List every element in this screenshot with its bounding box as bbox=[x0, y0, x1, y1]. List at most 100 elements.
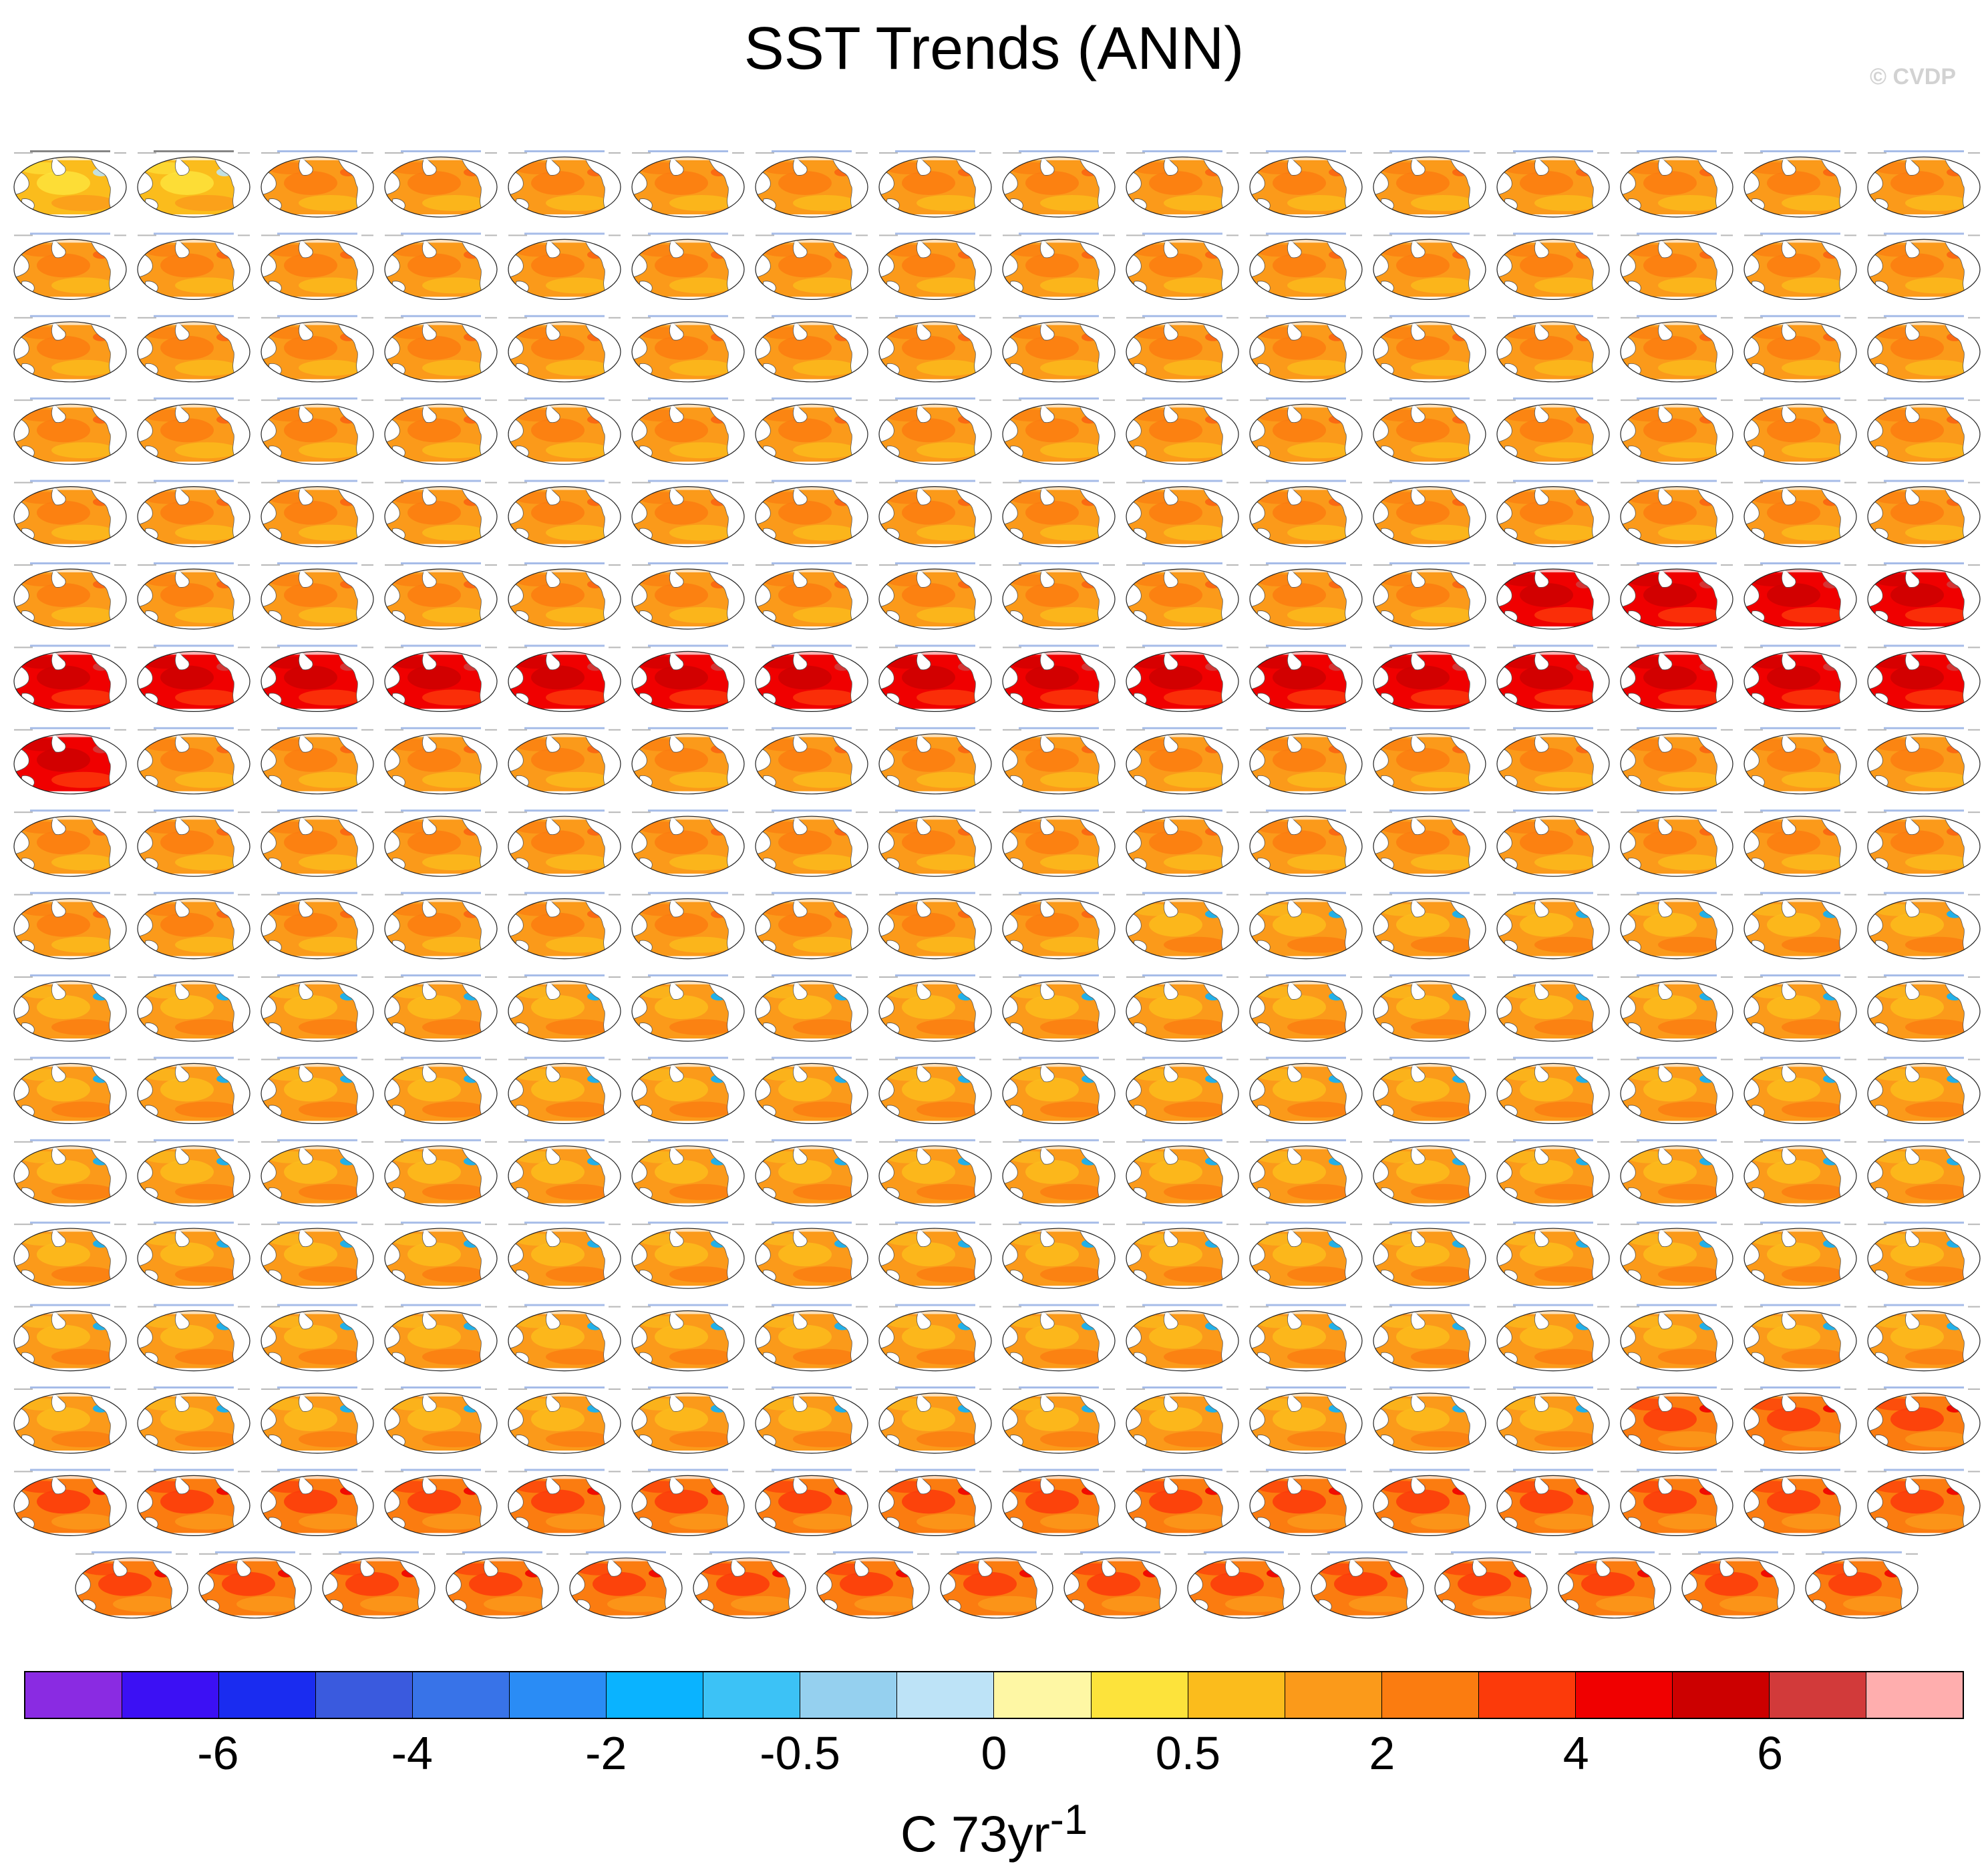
colorbar-box-18 bbox=[1769, 1672, 1866, 1718]
sst-trend-map-panel bbox=[1373, 1469, 1486, 1536]
sst-trend-map-panel bbox=[693, 1551, 806, 1619]
sst-trend-map-panel bbox=[1373, 1304, 1486, 1372]
colorbar-tick-label: -6 bbox=[197, 1727, 239, 1779]
sst-trend-map-panel bbox=[1249, 644, 1363, 713]
sst-trend-map-panel bbox=[1249, 1304, 1363, 1372]
sst-trend-map-panel bbox=[755, 232, 868, 300]
sst-trend-map-panel bbox=[261, 232, 374, 300]
sst-trend-map-panel bbox=[261, 480, 374, 548]
sst-trend-map-panel bbox=[755, 644, 868, 713]
colorbar bbox=[24, 1671, 1964, 1719]
sst-trend-map-panel bbox=[1002, 232, 1116, 300]
sst-trend-map-panel bbox=[1373, 1222, 1486, 1289]
sst-trend-map-panel bbox=[384, 1057, 498, 1125]
sst-trend-map-panel bbox=[508, 644, 621, 713]
sst-trend-map-panel bbox=[13, 644, 127, 713]
sst-trend-map-panel bbox=[631, 562, 745, 630]
colorbar-box-3 bbox=[316, 1672, 413, 1718]
sst-trend-map-panel bbox=[137, 1304, 251, 1372]
sst-trend-map-panel bbox=[508, 809, 621, 877]
sst-trend-map-panel bbox=[322, 1551, 436, 1619]
sst-trend-map-panel bbox=[878, 1386, 992, 1454]
colorbar-tick-label: -0.5 bbox=[760, 1727, 840, 1779]
sst-trend-map-panel bbox=[1002, 397, 1116, 465]
sst-trend-map-panel bbox=[508, 1469, 621, 1536]
sst-trend-map-panel bbox=[1620, 562, 1733, 630]
sst-trend-map-panel bbox=[755, 1057, 868, 1125]
sst-trend-map-panel bbox=[1187, 1551, 1301, 1619]
sst-trend-map-panel bbox=[261, 1222, 374, 1289]
sst-trend-map-panel bbox=[1126, 892, 1239, 960]
sst-trend-map-panel bbox=[1373, 562, 1486, 630]
sst-trend-map-panel bbox=[1620, 397, 1733, 465]
sst-trend-map-panel bbox=[1249, 232, 1363, 300]
sst-trend-map-panel bbox=[1744, 727, 1857, 795]
chart-title: SST Trends (ANN) bbox=[743, 15, 1245, 82]
sst-trend-map-panel bbox=[1867, 1386, 1981, 1454]
sst-trend-map-panel bbox=[508, 1304, 621, 1372]
sst-trend-map-panel bbox=[631, 974, 745, 1042]
sst-trend-map-panel bbox=[1620, 892, 1733, 960]
sst-trend-map-panel bbox=[755, 892, 868, 960]
sst-trend-map-panel bbox=[261, 562, 374, 630]
sst-trend-map-panel bbox=[508, 562, 621, 630]
sst-trend-map-panel bbox=[1002, 315, 1116, 383]
sst-trend-map-panel bbox=[384, 1222, 498, 1289]
sst-trend-map-panel bbox=[1496, 1139, 1610, 1207]
sst-trend-map-panel bbox=[1867, 1139, 1981, 1207]
sst-trend-map-panel bbox=[631, 1469, 745, 1536]
sst-trend-map-panel bbox=[878, 892, 992, 960]
sst-trend-map-panel bbox=[137, 397, 251, 465]
sst-trend-map-panel bbox=[137, 809, 251, 877]
sst-trend-map-panel bbox=[878, 809, 992, 877]
sst-trend-map-panel bbox=[1002, 1469, 1116, 1536]
sst-trend-map-panel bbox=[1373, 644, 1486, 713]
sst-trend-map-panel bbox=[1126, 1304, 1239, 1372]
sst-trend-map-panel bbox=[1002, 150, 1116, 218]
sst-trend-map-panel bbox=[1126, 562, 1239, 630]
sst-trend-map-panel bbox=[261, 1386, 374, 1454]
sst-trend-map-panel bbox=[13, 1469, 127, 1536]
sst-trend-map-panel bbox=[508, 480, 621, 548]
sst-trend-map-panel bbox=[384, 892, 498, 960]
colorbar-box-5 bbox=[510, 1672, 607, 1718]
sst-trend-map-panel bbox=[384, 232, 498, 300]
sst-trend-map-panel bbox=[384, 974, 498, 1042]
sst-trend-map-panel bbox=[1867, 150, 1981, 218]
sst-trend-map-panel bbox=[1496, 232, 1610, 300]
sst-trend-map-panel bbox=[1373, 974, 1486, 1042]
sst-trend-map-panel bbox=[1496, 1469, 1610, 1536]
sst-trend-map-panel bbox=[878, 1469, 992, 1536]
sst-trend-map-panel bbox=[878, 315, 992, 383]
colorbar-units-label: C 73yr-1 bbox=[0, 1787, 1988, 1868]
sst-trend-map-panel bbox=[13, 397, 127, 465]
sst-trend-map-panel bbox=[1373, 397, 1486, 465]
sst-trend-map-panel bbox=[384, 727, 498, 795]
sst-trend-map-panel bbox=[137, 727, 251, 795]
sst-trend-map-panel bbox=[1620, 1304, 1733, 1372]
sst-trend-map-panel bbox=[508, 1386, 621, 1454]
sst-trend-map-panel bbox=[384, 480, 498, 548]
sst-trend-map-panel bbox=[1867, 397, 1981, 465]
sst-trend-map-panel bbox=[1620, 809, 1733, 877]
sst-trend-map-panel bbox=[1867, 727, 1981, 795]
sst-trend-map-panel bbox=[1744, 232, 1857, 300]
sst-trend-map-panel bbox=[755, 1139, 868, 1207]
colorbar-box-6 bbox=[607, 1672, 704, 1718]
sst-trend-map-panel bbox=[1496, 644, 1610, 713]
sst-trend-map-panel bbox=[1496, 1304, 1610, 1372]
sst-trend-map-panel bbox=[1744, 974, 1857, 1042]
colorbar-box-1 bbox=[122, 1672, 220, 1718]
sst-trend-map-panel bbox=[508, 892, 621, 960]
sst-trend-map-panel bbox=[755, 1304, 868, 1372]
sst-trend-map-panel bbox=[13, 232, 127, 300]
sst-trend-map-panel bbox=[384, 644, 498, 713]
colorbar-box-15 bbox=[1478, 1672, 1576, 1718]
sst-trend-map-panel bbox=[1126, 1057, 1239, 1125]
sst-trend-map-panel bbox=[1373, 232, 1486, 300]
sst-trend-map-panel bbox=[1002, 1139, 1116, 1207]
sst-trend-map-panel bbox=[631, 397, 745, 465]
sst-trend-map-panel bbox=[569, 1551, 683, 1619]
sst-trend-map-panel bbox=[631, 1304, 745, 1372]
colorbar-box-14 bbox=[1381, 1672, 1479, 1718]
